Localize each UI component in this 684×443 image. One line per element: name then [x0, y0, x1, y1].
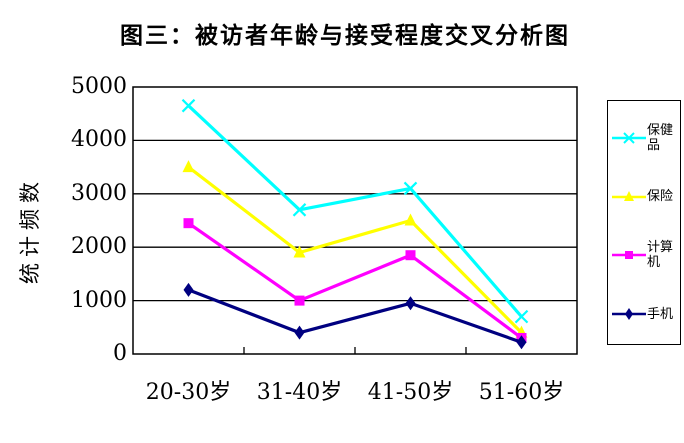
- legend-line-sample: [612, 190, 646, 201]
- series-marker: [182, 160, 195, 173]
- legend-label: 保健品: [647, 122, 674, 153]
- x-tick-label: 20-30岁: [145, 380, 232, 405]
- series-marker: [405, 250, 416, 261]
- series-line: [187, 221, 523, 340]
- series-marker: [183, 282, 194, 297]
- legend-line-sample: [612, 132, 646, 144]
- legend-label: 保险: [647, 189, 674, 205]
- series-line: [187, 288, 523, 344]
- series-marker: [293, 245, 306, 258]
- legend-marker: [625, 251, 633, 260]
- legend-item: 手机: [611, 306, 680, 322]
- x-tick-label: 41-50岁: [367, 380, 454, 405]
- legend-item: 计算机: [611, 240, 680, 270]
- legend-line-sample: [612, 308, 646, 321]
- legend: 保健品保险计算机手机: [607, 100, 681, 345]
- legend-marker: [624, 190, 634, 201]
- x-tick-label: 51-60岁: [478, 380, 565, 405]
- series-marker: [514, 309, 529, 324]
- legend-label: 计算机: [647, 240, 674, 271]
- series-marker: [292, 203, 307, 217]
- series-marker: [516, 335, 527, 350]
- legend-label: 手机: [647, 306, 674, 322]
- y-tick-label: 1000: [71, 287, 127, 313]
- legend-line-sample: [612, 251, 646, 260]
- y-tick-label: 0: [113, 341, 127, 366]
- y-tick-label: 4000: [71, 127, 127, 153]
- series-marker: [294, 325, 305, 340]
- chart-title: 图三：被访者年龄与接受程度交叉分析图: [120, 22, 570, 49]
- series-marker: [403, 181, 418, 196]
- legend-item: 保险: [611, 189, 680, 205]
- series-marker: [404, 213, 417, 226]
- series-marker: [181, 98, 196, 113]
- series-marker: [183, 218, 194, 229]
- series-line: [187, 165, 523, 334]
- series-marker: [294, 295, 305, 306]
- plot-border: [132, 86, 578, 355]
- x-tick-label: 31-40岁: [256, 380, 343, 405]
- y-tick-label: 5000: [71, 74, 127, 99]
- series-line: [187, 104, 523, 318]
- legend-marker: [625, 308, 633, 321]
- series-marker: [405, 296, 416, 311]
- legend-marker: [623, 132, 635, 144]
- y-tick-label: 3000: [71, 180, 127, 206]
- legend-item: 保健品: [611, 123, 680, 153]
- y-tick-label: 2000: [71, 234, 127, 260]
